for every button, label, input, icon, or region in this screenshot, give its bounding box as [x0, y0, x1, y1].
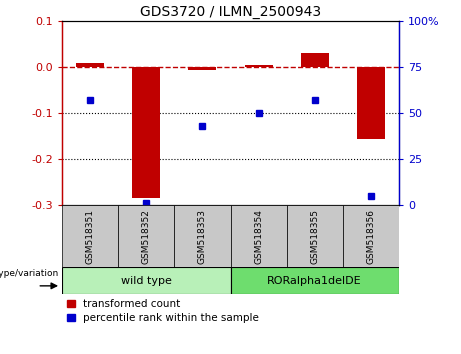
Title: GDS3720 / ILMN_2500943: GDS3720 / ILMN_2500943 — [140, 5, 321, 19]
FancyBboxPatch shape — [230, 267, 399, 294]
Bar — [132, 67, 160, 198]
FancyBboxPatch shape — [62, 267, 230, 294]
FancyBboxPatch shape — [174, 205, 230, 267]
Text: GSM518354: GSM518354 — [254, 209, 263, 264]
Bar — [244, 65, 272, 67]
Text: GSM518352: GSM518352 — [142, 209, 151, 264]
Text: GSM518353: GSM518353 — [198, 209, 207, 264]
Text: GSM518351: GSM518351 — [86, 209, 95, 264]
Legend: transformed count, percentile rank within the sample: transformed count, percentile rank withi… — [67, 299, 259, 323]
Bar — [357, 67, 385, 138]
Text: GSM518356: GSM518356 — [366, 209, 375, 264]
Text: genotype/variation: genotype/variation — [0, 269, 59, 278]
Bar — [301, 53, 329, 67]
Bar — [76, 63, 104, 67]
Text: RORalpha1delDE: RORalpha1delDE — [267, 275, 362, 286]
FancyBboxPatch shape — [343, 205, 399, 267]
FancyBboxPatch shape — [230, 205, 287, 267]
FancyBboxPatch shape — [118, 205, 174, 267]
Text: wild type: wild type — [121, 275, 172, 286]
Bar — [189, 67, 217, 70]
FancyBboxPatch shape — [62, 205, 118, 267]
FancyBboxPatch shape — [287, 205, 343, 267]
Text: GSM518355: GSM518355 — [310, 209, 319, 264]
